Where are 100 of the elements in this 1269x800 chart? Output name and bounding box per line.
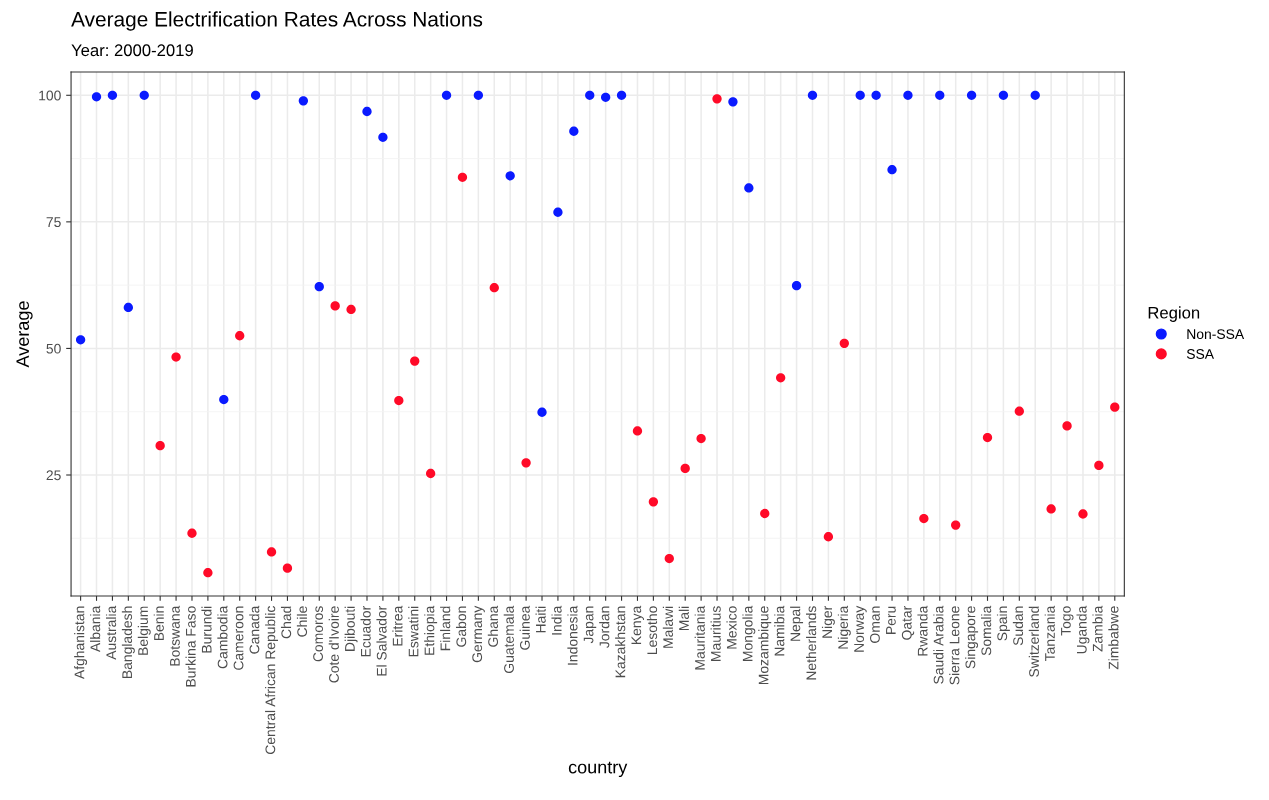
x-tick-label: Mongolia (742, 605, 756, 661)
x-tick-label: Benin (153, 606, 164, 641)
x-tick-label: Tanzania (1044, 605, 1055, 661)
point (410, 356, 420, 366)
point (855, 90, 865, 100)
x-tick-label: Ecuador (360, 605, 371, 657)
x-tick-label: Mauritania (694, 605, 705, 670)
x-tick-label: Comoros (313, 606, 323, 662)
x-tick-label: Norway (854, 605, 867, 652)
point (330, 301, 340, 311)
x-tick-label: Oman (870, 606, 880, 643)
x-tick-label: Cote d'Ivoire (328, 606, 339, 683)
point (998, 90, 1009, 100)
x-tick-label: Mexico (726, 606, 737, 649)
x-tick-label: Finland (440, 606, 451, 651)
x-tick-label: Guinea (519, 605, 530, 650)
point (107, 90, 118, 100)
x-tick-label: Qatar (901, 605, 915, 640)
x-tick-label: India (551, 605, 562, 635)
x-tick-label: Botswana (170, 605, 180, 666)
point (680, 463, 690, 474)
x-tick-label: Mozambique (758, 606, 772, 685)
x-tick-label: Mali (678, 606, 689, 631)
point (394, 395, 404, 406)
point (601, 92, 611, 102)
x-tick-label: Singapore (965, 606, 979, 669)
point (966, 90, 977, 100)
y-tick-label: 25 (46, 470, 61, 481)
x-tick-label: Haiti (535, 606, 546, 633)
point (982, 432, 993, 443)
point (219, 394, 229, 405)
x-tick-label: Netherlands (806, 606, 817, 680)
point (1078, 509, 1088, 519)
point (473, 90, 484, 100)
point (728, 97, 738, 107)
x-tick-label: El Salvador (376, 605, 387, 676)
x-tick-label: Kazakhstan (615, 606, 626, 678)
x-tick-label: Kenya (631, 605, 644, 644)
x-tick-label: Japan (583, 606, 597, 644)
x-tick-label: Djibouti (344, 606, 358, 651)
x-tick-label: Chad (280, 606, 292, 639)
point (266, 547, 277, 557)
x-tick-label: Bangladesh (121, 606, 135, 678)
x-tick-label: Saudi Arabia (933, 605, 944, 684)
point (712, 94, 722, 104)
point (839, 338, 849, 349)
point (871, 90, 881, 100)
legend-title: Region (1148, 306, 1200, 322)
point (632, 426, 643, 436)
x-tick-label: Indonesia (567, 605, 578, 665)
point (807, 90, 818, 100)
point (776, 373, 786, 383)
x-tick-label: Nepal (790, 606, 804, 641)
x-tick-label: Central African Republic (265, 606, 279, 755)
point (203, 568, 213, 578)
point (298, 96, 309, 106)
x-tick-label: Switzerland (1028, 606, 1039, 677)
x-tick-label: Niger (821, 605, 835, 638)
legend-label: Non-SSA (1187, 329, 1245, 340)
x-tick-label: Cambodia (217, 605, 228, 669)
x-tick-label: Sudan (1012, 606, 1024, 646)
x-axis-title: country (568, 761, 628, 778)
y-tick-label: 75 (46, 217, 61, 228)
x-tick-label: Malawi (662, 606, 674, 648)
x-tick-label: Jordan (599, 606, 610, 648)
x-tick-label: Zambia (1092, 605, 1103, 652)
x-tick-label: Germany (472, 605, 485, 663)
chart-title: Average Electrification Rates Across Nations (71, 11, 483, 31)
point (187, 528, 197, 538)
point (791, 280, 802, 291)
x-tick-label: Canada (249, 605, 260, 654)
point (887, 165, 897, 175)
point (505, 171, 515, 181)
x-tick-label: Nigeria (837, 605, 851, 649)
point (585, 90, 595, 100)
point (823, 532, 834, 542)
point (1014, 406, 1024, 416)
x-tick-label: Gabon (455, 606, 467, 647)
x-tick-label: Namibia (774, 605, 785, 656)
point (457, 172, 468, 182)
point (155, 440, 165, 451)
point (1062, 421, 1072, 431)
x-tick-label: Eswatini (408, 606, 419, 657)
point (919, 513, 929, 524)
y-axis-title: Average (16, 301, 33, 368)
point (346, 304, 356, 315)
point (569, 126, 579, 136)
x-tick-label: Chile (296, 606, 308, 637)
point (951, 520, 961, 530)
chart-subtitle: Year: 2000-2019 (71, 44, 193, 57)
point (123, 302, 133, 313)
point (616, 90, 627, 100)
x-tick-label: Ghana (487, 605, 499, 647)
legend-label: SSA (1186, 349, 1215, 359)
x-tick-label: Peru (886, 606, 896, 634)
point (171, 352, 181, 362)
x-tick-label: Togo (1061, 606, 1074, 636)
x-tick-label: Guatemala (503, 605, 514, 673)
x-tick-label: Rwanda (917, 605, 928, 656)
y-tick-label: 50 (46, 343, 61, 354)
